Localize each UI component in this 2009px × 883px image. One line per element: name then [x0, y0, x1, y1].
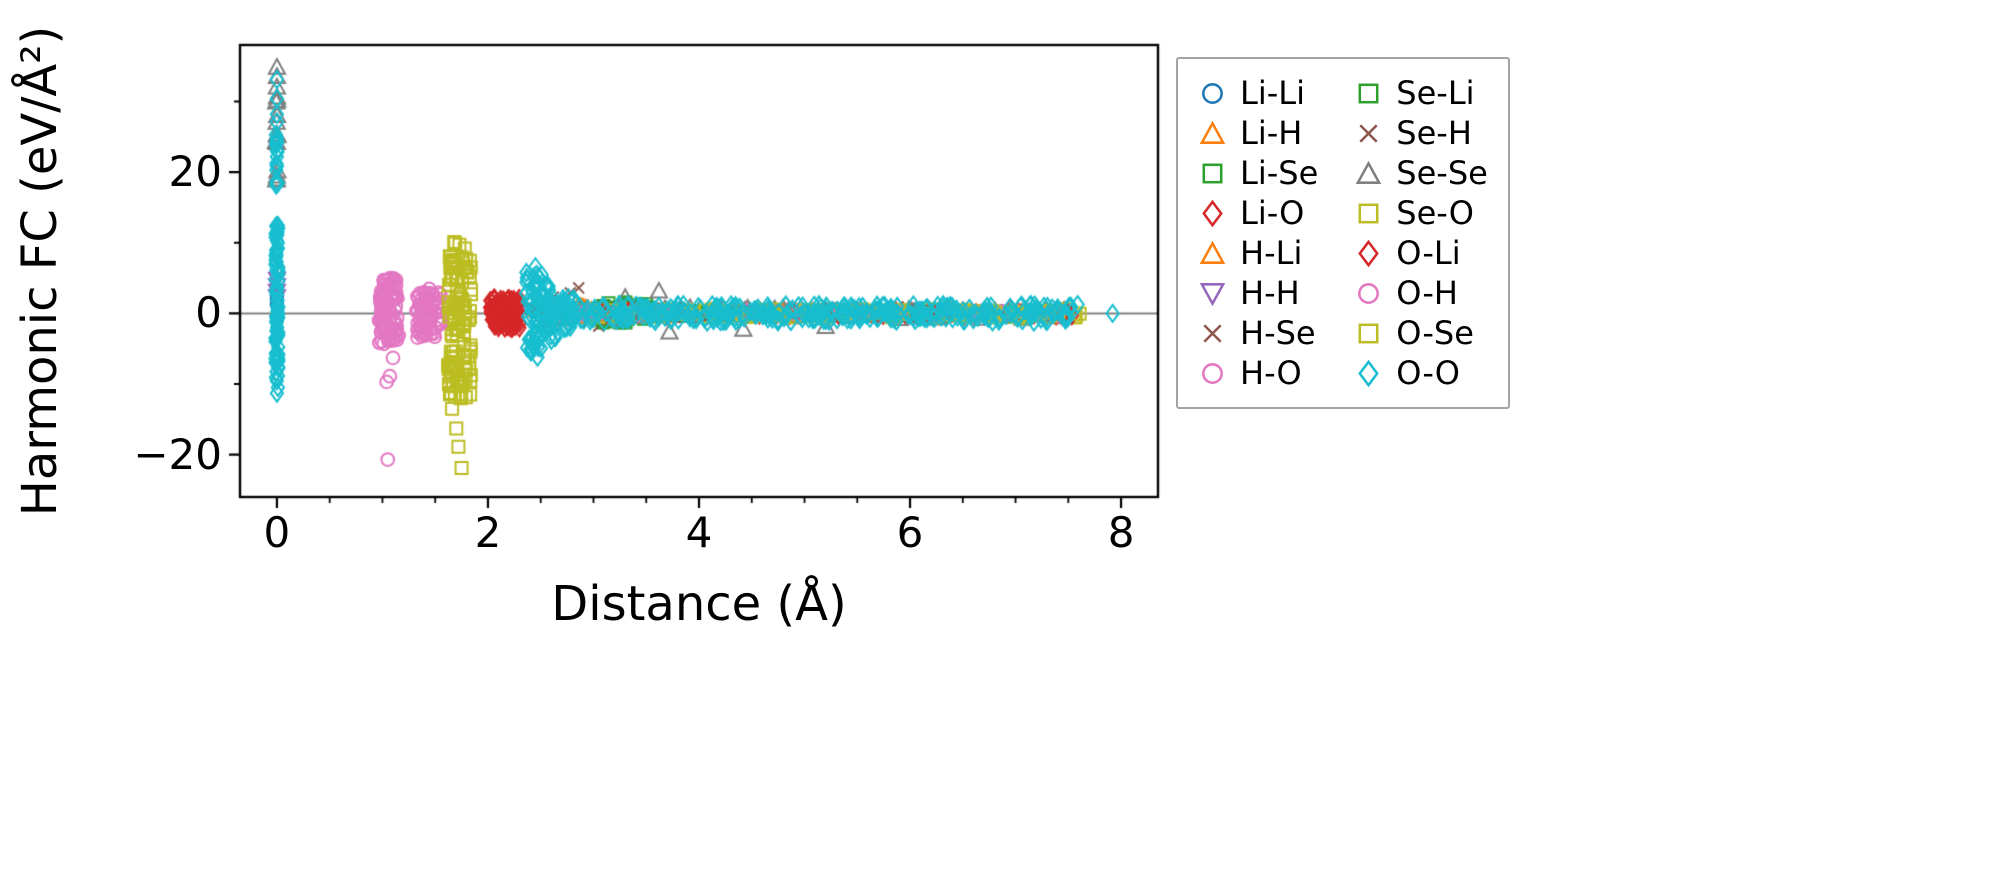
- triangle-up-marker-icon: [1356, 160, 1382, 184]
- triangle-down-marker-icon: [1199, 282, 1226, 306]
- legend-column: Li-Li Li-H Li-Se Li-O H-Li H-H H-Se H-O: [1198, 73, 1318, 393]
- x-axis-label: Distance (Å): [551, 576, 847, 632]
- triangle-up-marker-icon: [1199, 120, 1226, 144]
- square-marker-icon: [1358, 203, 1379, 223]
- legend-item-label: Li-H: [1240, 114, 1303, 152]
- y-axis-label: Harmonic FC (eV/Å²): [12, 25, 68, 517]
- legend-item-label: O-H: [1396, 274, 1458, 312]
- diamond-marker-icon: [1358, 359, 1380, 387]
- legend-item-label: Li-Li: [1240, 74, 1305, 112]
- circle-marker-icon: [1202, 362, 1223, 384]
- diamond-marker-icon: [1202, 199, 1223, 227]
- legend-item: Se-H: [1354, 113, 1488, 153]
- legend-item: Se-O: [1354, 193, 1488, 233]
- legend-item: Li-Li: [1198, 73, 1318, 113]
- legend-item-label: O-Li: [1396, 234, 1461, 272]
- diamond-marker-icon: [1358, 239, 1380, 267]
- legend-item: H-O: [1198, 353, 1318, 393]
- x-marker-icon: [1359, 123, 1378, 143]
- legend-item-label: H-Li: [1240, 234, 1303, 272]
- circle-marker-icon: [1202, 82, 1223, 104]
- legend-item: H-Se: [1198, 313, 1318, 353]
- y-tick-label: −20: [133, 429, 222, 479]
- x-tick-label: 6: [896, 508, 924, 557]
- legend-item: O-H: [1354, 273, 1488, 313]
- x-tick-label: 8: [1107, 508, 1135, 557]
- legend-item-label: H-H: [1240, 274, 1300, 312]
- x-tick-label: 0: [263, 508, 291, 557]
- square-marker-icon: [1202, 163, 1223, 183]
- legend-item-label: O-O: [1396, 354, 1460, 392]
- legend-item-label: Se-H: [1396, 114, 1472, 152]
- legend-item: Se-Li: [1354, 73, 1488, 113]
- legend-item: Li-Se: [1198, 153, 1318, 193]
- legend-item: H-H: [1198, 273, 1318, 313]
- legend-item: O-O: [1354, 353, 1488, 393]
- legend-item-label: Li-Se: [1240, 154, 1319, 192]
- x-marker-icon: [1203, 323, 1222, 343]
- y-tick-label: 20: [168, 147, 222, 197]
- legend-item-label: Se-Se: [1396, 154, 1488, 192]
- x-tick-label: 2: [474, 508, 502, 557]
- legend: Li-Li Li-H Li-Se Li-O H-Li H-H H-Se H-O Se-Li Se-…: [1176, 57, 1510, 409]
- legend-item-label: Se-O: [1396, 194, 1474, 232]
- circle-marker-icon: [1358, 282, 1380, 304]
- legend-item-label: O-Se: [1396, 314, 1474, 352]
- legend-item-label: H-O: [1240, 354, 1302, 392]
- x-tick-label: 4: [685, 508, 713, 557]
- legend-item: Li-O: [1198, 193, 1318, 233]
- legend-item: Li-H: [1198, 113, 1318, 153]
- legend-item: O-Li: [1354, 233, 1488, 273]
- square-marker-icon: [1358, 323, 1379, 343]
- y-tick-label: 0: [195, 288, 222, 338]
- legend-column: Se-Li Se-H Se-Se Se-O O-Li O-H O-Se O-O: [1354, 73, 1488, 393]
- square-marker-icon: [1358, 83, 1379, 103]
- legend-item-label: Li-O: [1240, 194, 1305, 232]
- legend-item-label: Se-Li: [1396, 74, 1475, 112]
- triangle-up-marker-icon: [1199, 240, 1226, 264]
- legend-item: Se-Se: [1354, 153, 1488, 193]
- legend-item-label: H-Se: [1240, 314, 1316, 352]
- legend-item: O-Se: [1354, 313, 1488, 353]
- legend-item: H-Li: [1198, 233, 1318, 273]
